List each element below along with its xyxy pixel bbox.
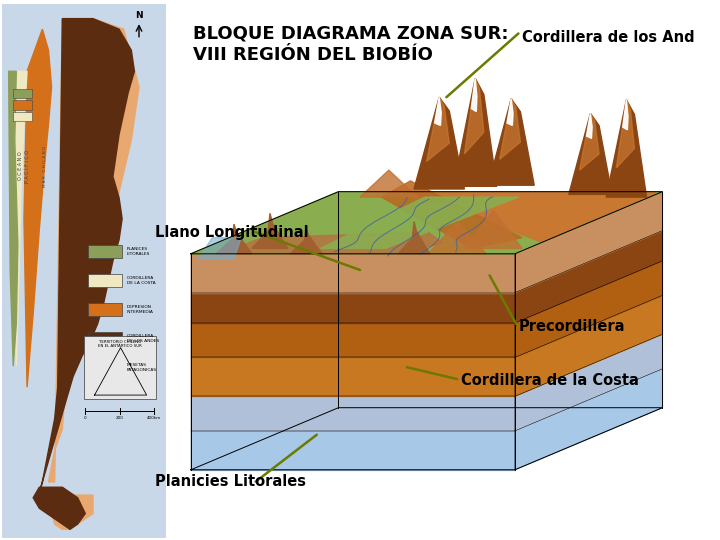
Bar (13, 89, 32, 98)
Polygon shape (320, 197, 518, 248)
Polygon shape (587, 113, 592, 138)
Text: DEPRESION
INTERMEDIA: DEPRESION INTERMEDIA (127, 306, 153, 314)
Polygon shape (515, 261, 662, 357)
Text: Cordillera de la Costa: Cordillera de la Costa (461, 373, 639, 388)
Text: CORDILLERA
DE LOS ANDES: CORDILLERA DE LOS ANDES (127, 334, 159, 342)
Polygon shape (472, 78, 477, 112)
Text: TERRITORIO CHILENO
EN EL ANTÁRTICO SUR: TERRITORIO CHILENO EN EL ANTÁRTICO SUR (98, 340, 142, 348)
Polygon shape (398, 221, 430, 254)
Polygon shape (40, 18, 135, 492)
Polygon shape (191, 254, 515, 293)
Polygon shape (500, 99, 521, 159)
Polygon shape (24, 29, 52, 387)
Polygon shape (464, 78, 484, 154)
Polygon shape (290, 227, 322, 254)
FancyBboxPatch shape (84, 336, 156, 399)
Polygon shape (464, 211, 522, 248)
Bar (89, 361, 122, 374)
Polygon shape (580, 113, 599, 170)
Polygon shape (191, 396, 515, 431)
Polygon shape (454, 78, 497, 186)
Polygon shape (435, 97, 441, 125)
Polygon shape (252, 213, 288, 248)
Text: 0: 0 (84, 416, 86, 420)
Polygon shape (48, 18, 139, 482)
Text: CORDILLERA
DE LA COSTA: CORDILLERA DE LA COSTA (127, 276, 156, 285)
Polygon shape (191, 323, 515, 357)
Polygon shape (220, 232, 443, 254)
Polygon shape (191, 192, 662, 254)
Polygon shape (360, 170, 418, 197)
Text: Llano Longitudinal: Llano Longitudinal (155, 225, 308, 240)
Polygon shape (515, 369, 662, 470)
Text: N: N (135, 11, 143, 19)
Polygon shape (507, 99, 513, 125)
Text: MESETAS
PATAGONICAS: MESETAS PATAGONICAS (127, 363, 157, 372)
Polygon shape (15, 71, 27, 366)
Polygon shape (616, 100, 634, 168)
Polygon shape (606, 100, 647, 197)
Polygon shape (216, 224, 252, 254)
Text: 200: 200 (116, 416, 124, 420)
Text: O C E A N O
P A C Í F I C O: O C E A N O P A C Í F I C O (18, 150, 30, 183)
Bar (89, 274, 122, 287)
Text: M A R   C H I L E N O: M A R C H I L E N O (43, 145, 48, 187)
Polygon shape (428, 221, 486, 254)
Polygon shape (52, 495, 93, 529)
Polygon shape (426, 97, 449, 161)
Polygon shape (191, 431, 515, 470)
Bar (89, 245, 122, 258)
Text: BLOQUE DIAGRAMA ZONA SUR:
VIII REGIÓN DEL BIOBÍO: BLOQUE DIAGRAMA ZONA SUR: VIII REGIÓN DE… (193, 24, 508, 64)
Polygon shape (191, 293, 515, 323)
Text: PLANICES
LITORALES: PLANICES LITORALES (127, 247, 150, 256)
Polygon shape (33, 487, 85, 529)
Polygon shape (414, 97, 464, 189)
Polygon shape (623, 100, 628, 130)
Bar (13, 100, 32, 110)
Polygon shape (515, 295, 662, 396)
Polygon shape (488, 99, 534, 185)
Bar (89, 332, 122, 345)
Polygon shape (191, 357, 515, 396)
Polygon shape (198, 238, 241, 259)
Polygon shape (374, 192, 655, 281)
Polygon shape (569, 113, 612, 194)
Text: 400km: 400km (147, 416, 161, 420)
Text: Planicies Litorales: Planicies Litorales (155, 474, 306, 489)
Bar (13, 112, 32, 122)
Polygon shape (515, 192, 662, 293)
Polygon shape (515, 334, 662, 431)
Bar (2, 4, 166, 538)
Bar (89, 303, 122, 316)
Polygon shape (9, 71, 18, 366)
Polygon shape (382, 181, 522, 248)
Polygon shape (515, 231, 662, 323)
Text: Cordillera de los And: Cordillera de los And (522, 30, 695, 45)
Text: Precordillera: Precordillera (518, 319, 625, 334)
